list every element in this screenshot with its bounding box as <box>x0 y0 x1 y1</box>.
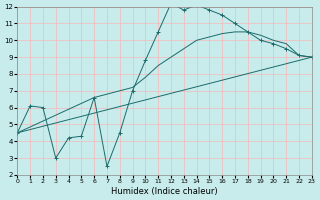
X-axis label: Humidex (Indice chaleur): Humidex (Indice chaleur) <box>111 187 218 196</box>
